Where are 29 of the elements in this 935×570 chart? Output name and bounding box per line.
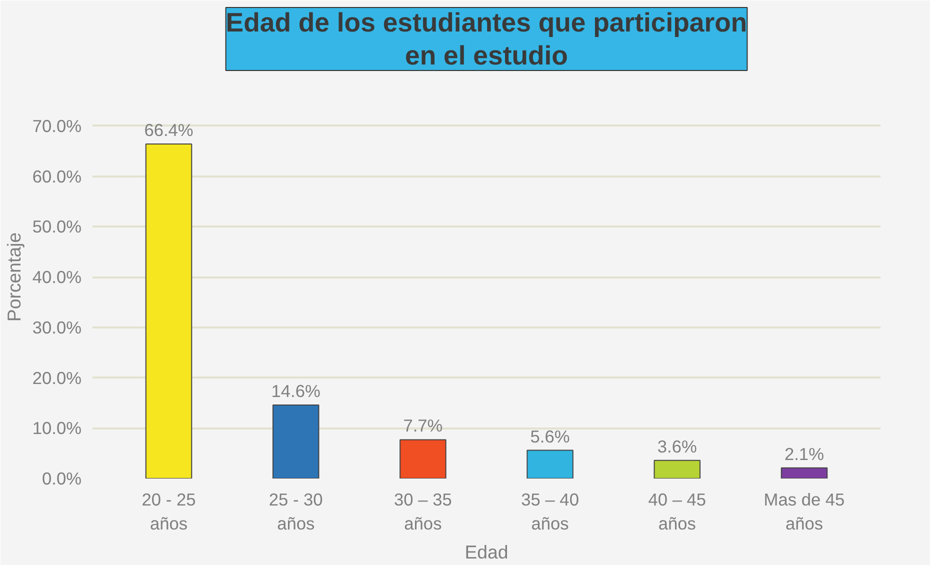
x-tick-label: 35 – 40 años bbox=[521, 490, 579, 534]
bar bbox=[526, 450, 574, 478]
data-label: 3.6% bbox=[657, 436, 697, 456]
bar bbox=[654, 460, 701, 478]
x-tick-label: 25 - 30 años bbox=[268, 490, 323, 534]
bar bbox=[780, 467, 828, 478]
y-axis-title: Porcentaje bbox=[3, 232, 24, 322]
x-tick-label: 20 - 25 años bbox=[142, 490, 196, 534]
y-tick-label: 10.0% bbox=[32, 418, 82, 438]
chart-title: Edad de los estudiantes que participaron en el estudio bbox=[226, 8, 748, 70]
data-label: 5.6% bbox=[530, 426, 570, 446]
x-tick-label: 40 – 45 años bbox=[648, 490, 706, 534]
y-tick-label: 40.0% bbox=[32, 267, 82, 287]
x-axis-title: Edad bbox=[464, 542, 508, 562]
y-tick-label: 20.0% bbox=[32, 368, 82, 388]
x-tick-label: Mas de 45 años bbox=[764, 490, 845, 534]
y-tick-label: 70.0% bbox=[32, 116, 82, 136]
data-label: 66.4% bbox=[144, 120, 194, 140]
x-tick-label: 30 – 35 años bbox=[394, 490, 452, 534]
y-tick-label: 0.0% bbox=[42, 468, 82, 488]
y-tick-label: 30.0% bbox=[32, 317, 82, 338]
data-label: 2.1% bbox=[784, 444, 824, 464]
data-label: 7.7% bbox=[403, 416, 443, 436]
bar bbox=[145, 144, 192, 478]
data-label: 14.6% bbox=[271, 380, 320, 401]
bar bbox=[272, 404, 320, 478]
y-tick-label: 60.0% bbox=[32, 166, 82, 186]
y-tick-label: 50.0% bbox=[32, 216, 82, 237]
bar bbox=[400, 439, 446, 478]
